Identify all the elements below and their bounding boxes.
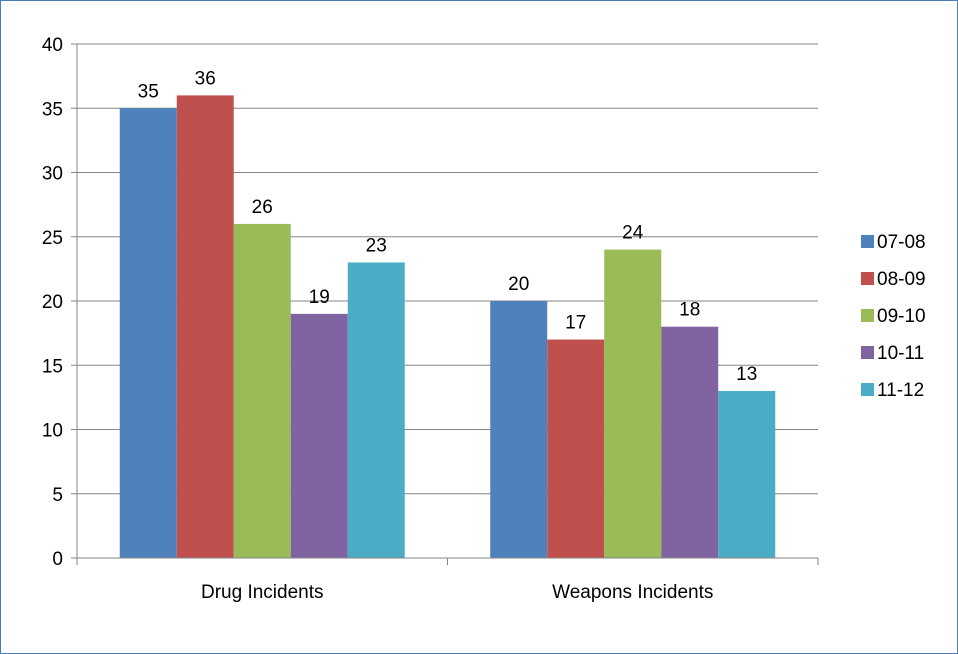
bar (547, 339, 605, 558)
legend-label: 09-10 (877, 306, 926, 327)
x-tick-label: Weapons Incidents (552, 582, 713, 603)
x-tick-label: Drug Incidents (201, 582, 324, 603)
y-tick-label: 10 (42, 421, 63, 442)
bar (119, 108, 177, 558)
legend-label: 10-11 (877, 343, 924, 364)
bar (661, 326, 719, 558)
y-tick-label: 0 (52, 549, 63, 570)
data-label: 23 (366, 235, 387, 256)
legend: 07-08 08-09 09-10 10-11 11-12 (861, 232, 926, 401)
y-axis: 0 5 10 15 20 25 30 35 40 (42, 35, 78, 570)
data-label: 17 (565, 313, 586, 334)
y-tick-label: 20 (42, 292, 63, 313)
legend-swatch (861, 383, 874, 396)
bar (290, 313, 348, 558)
legend-label: 07-08 (877, 232, 926, 253)
y-tick-label: 35 (42, 99, 63, 120)
legend-label: 11-12 (877, 380, 924, 401)
data-label: 26 (252, 197, 273, 218)
data-label: 18 (679, 300, 700, 321)
data-label: 20 (508, 274, 529, 295)
legend-swatch (861, 346, 874, 359)
bar (490, 301, 548, 558)
data-label: 24 (622, 223, 644, 244)
bars (119, 95, 776, 559)
data-label: 19 (309, 287, 330, 308)
y-tick-label: 25 (42, 228, 63, 249)
bar (176, 95, 234, 559)
x-axis: Drug Incidents Weapons Incidents (76, 557, 819, 603)
data-label: 13 (736, 364, 757, 385)
data-labels: 35 36 26 19 23 20 17 24 18 13 (138, 68, 758, 385)
bar (347, 262, 405, 558)
bar (233, 223, 291, 558)
y-tick-label: 30 (42, 164, 63, 185)
legend-swatch (861, 309, 874, 322)
bar (604, 249, 662, 558)
legend-swatch (861, 272, 874, 285)
bar (718, 390, 776, 558)
data-label: 35 (138, 81, 159, 102)
legend-label: 08-09 (877, 269, 926, 290)
y-tick-label: 5 (52, 485, 63, 506)
legend-swatch (861, 235, 874, 248)
y-tick-label: 40 (42, 35, 63, 56)
data-label: 36 (195, 68, 216, 89)
y-tick-label: 15 (42, 356, 63, 377)
